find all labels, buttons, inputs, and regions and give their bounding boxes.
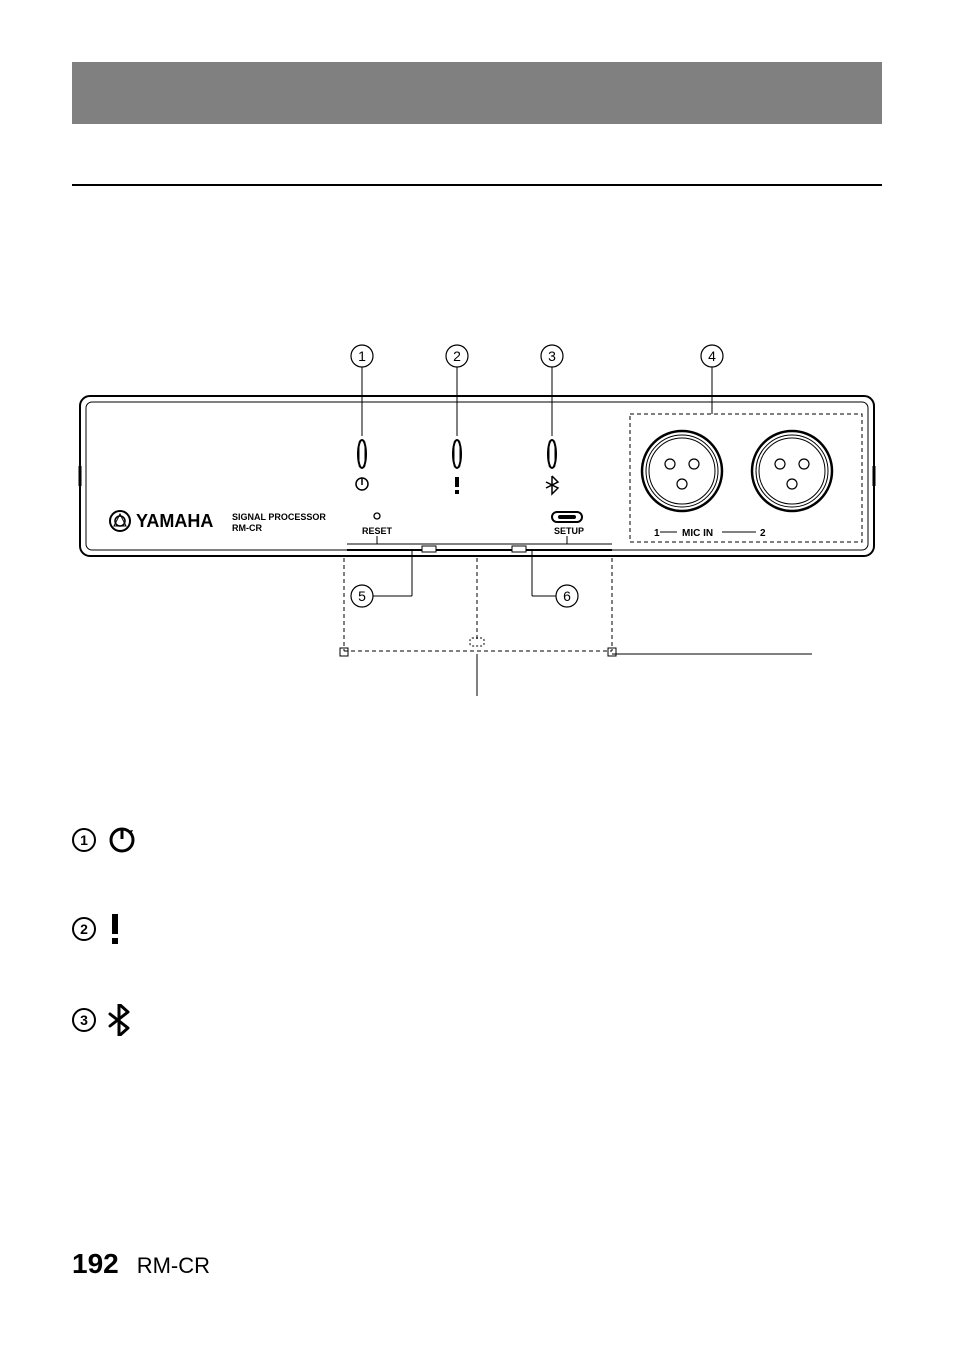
svg-text:2: 2 — [453, 348, 461, 364]
callout-1: 1 — [351, 345, 373, 436]
power-indicator — [356, 440, 368, 490]
tray-outline — [340, 558, 616, 656]
svg-text:4: 4 — [708, 348, 716, 364]
setup-label: SETUP — [554, 526, 584, 536]
front-panel-diagram: YAMAHA SIGNAL PROCESSOR RM-CR — [72, 336, 882, 756]
item-number-3: 3 — [72, 1008, 96, 1032]
reset-label: RESET — [362, 526, 393, 536]
svg-text:5: 5 — [358, 588, 366, 604]
brand-sub2: RM-CR — [232, 523, 262, 533]
micin-label: MIC IN — [682, 528, 713, 539]
item-2: 2 — [72, 914, 882, 944]
callout-6: 6 — [532, 550, 578, 607]
page-number: 192 — [72, 1248, 119, 1280]
status-indicator — [453, 440, 461, 494]
mic2-label: 2 — [760, 528, 766, 539]
callout-4: 4 — [701, 345, 723, 414]
footer-model: RM-CR — [137, 1253, 210, 1279]
mic-in-2 — [752, 431, 832, 511]
item-number-1: 1 — [72, 828, 96, 852]
svg-text:3: 3 — [548, 348, 556, 364]
section-divider — [72, 184, 882, 186]
power-refresh-icon — [108, 826, 136, 854]
item-number-2: 2 — [72, 917, 96, 941]
callout-3: 3 — [541, 345, 563, 436]
bluetooth-indicator — [546, 440, 558, 494]
item-list: 1 2 3 — [72, 826, 882, 1036]
item-3: 3 — [72, 1004, 882, 1036]
svg-text:1: 1 — [358, 348, 366, 364]
svg-text:6: 6 — [563, 588, 571, 604]
item-1: 1 — [72, 826, 882, 854]
header-bar — [72, 62, 882, 124]
alert-icon — [108, 914, 122, 944]
callout-5: 5 — [351, 550, 412, 607]
bluetooth-icon — [108, 1004, 130, 1036]
diagram-svg: YAMAHA SIGNAL PROCESSOR RM-CR — [72, 336, 882, 756]
brand-text: YAMAHA — [136, 511, 213, 531]
callout-2: 2 — [446, 345, 468, 436]
mic1-label: 1 — [654, 528, 660, 539]
brand-sub1: SIGNAL PROCESSOR — [232, 512, 326, 522]
mic-in-1 — [642, 431, 722, 511]
brand-block: YAMAHA SIGNAL PROCESSOR RM-CR — [110, 511, 326, 533]
page-footer: 192 RM-CR — [72, 1248, 210, 1280]
